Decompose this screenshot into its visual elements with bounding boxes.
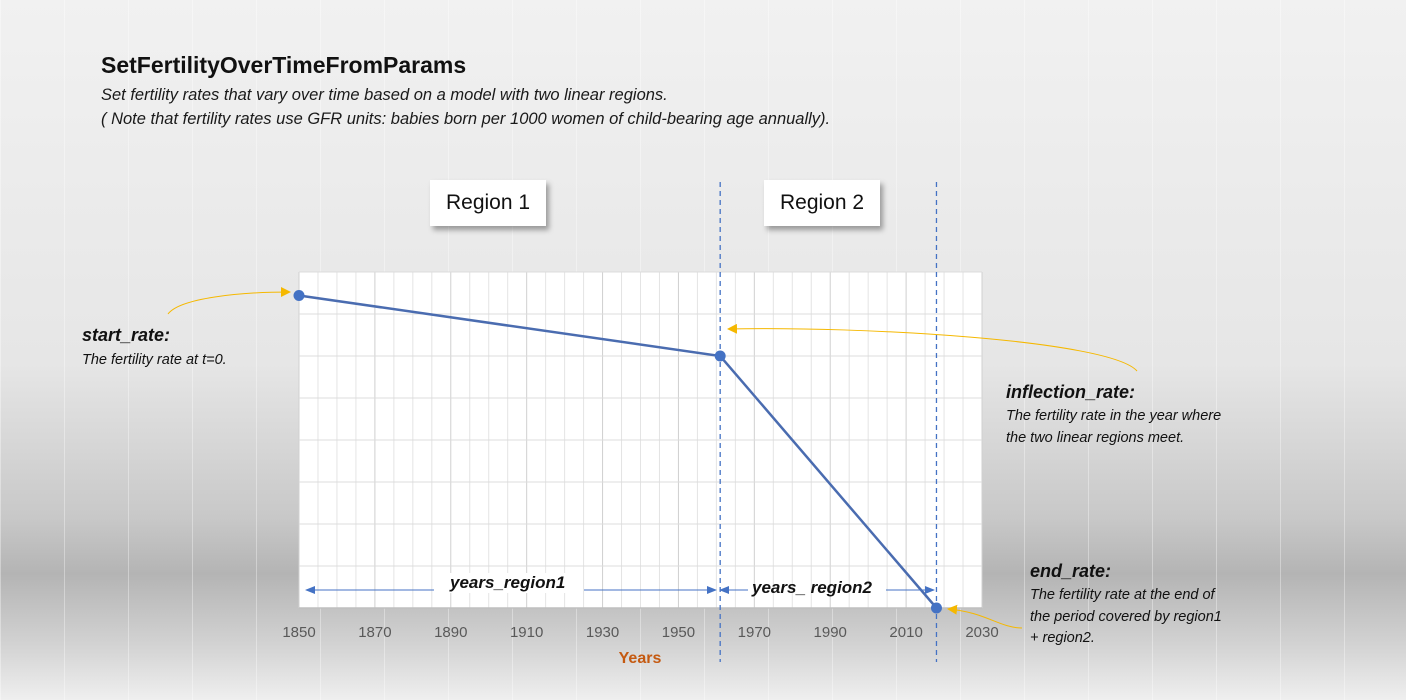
x-axis-title: Years: [618, 650, 662, 667]
inflection-rate-label: inflection_rate:: [1006, 382, 1136, 402]
data-point-marker: [930, 602, 942, 614]
end-rate-pointer: [947, 604, 1023, 629]
x-tick-label: 1990: [814, 624, 847, 641]
start-rate-desc: The fertility rate at t=0.: [82, 352, 227, 368]
years-region2-label: years_ region2: [752, 578, 873, 597]
x-tick-label: 2010: [889, 624, 922, 641]
end-rate-label: end_rate:: [1030, 561, 1112, 581]
page-title: SetFertilityOverTimeFromParams: [101, 52, 467, 78]
x-tick-labels: 1850 1870 1890 1910 1930 1950 1970 1990 2010 2030: [282, 624, 998, 641]
x-tick-label: 1910: [510, 624, 543, 641]
x-tick-label: 1950: [662, 624, 695, 641]
inflection-rate-desc: The fertility rate in the year where the…: [1006, 408, 1222, 446]
subtitle-line-1: Set fertility rates that vary over time …: [101, 86, 668, 104]
end-rate-desc: The fertility rate at the end of the per…: [1030, 587, 1222, 646]
data-point-marker: [293, 290, 305, 302]
start-rate-pointer: [167, 287, 291, 315]
x-tick-label: 1970: [738, 624, 771, 641]
subtitle-line-2: ( Note that fertility rates use GFR unit…: [101, 110, 831, 128]
region-1-label: Region 1: [430, 180, 546, 226]
x-tick-label: 1930: [586, 624, 619, 641]
x-tick-label: 1850: [282, 624, 315, 641]
x-tick-label: 1870: [358, 624, 391, 641]
start-rate-label: start_rate:: [82, 325, 171, 345]
x-tick-label: 2030: [965, 624, 998, 641]
region-boundaries: [719, 182, 938, 662]
region-2-label: Region 2: [764, 180, 880, 226]
years-region1-label: years_region1: [436, 573, 580, 593]
data-point-marker: [714, 350, 726, 362]
inflection-rate-pointer: [727, 323, 1138, 372]
x-tick-label: 1890: [434, 624, 467, 641]
fertility-series: [293, 290, 942, 614]
